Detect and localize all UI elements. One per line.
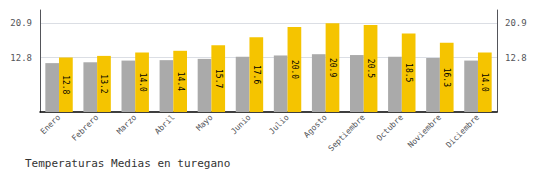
svg-text:Abril: Abril bbox=[153, 113, 176, 136]
svg-text:20.9: 20.9 bbox=[328, 58, 337, 77]
svg-text:13.2: 13.2 bbox=[99, 74, 108, 93]
svg-text:12.8: 12.8 bbox=[505, 53, 527, 63]
svg-text:17.6: 17.6 bbox=[252, 65, 261, 84]
svg-text:20.0: 20.0 bbox=[290, 60, 299, 79]
svg-text:Mayo: Mayo bbox=[195, 113, 215, 133]
svg-text:Temperaturas Medias en turegan: Temperaturas Medias en turegano bbox=[25, 157, 230, 170]
svg-text:15.7: 15.7 bbox=[214, 69, 223, 88]
svg-text:20.9: 20.9 bbox=[10, 18, 32, 28]
svg-text:16.3: 16.3 bbox=[442, 68, 451, 87]
svg-text:12.8: 12.8 bbox=[10, 53, 32, 63]
svg-text:Enero: Enero bbox=[39, 113, 62, 136]
svg-text:14.0: 14.0 bbox=[480, 73, 489, 92]
svg-text:Septiembre: Septiembre bbox=[327, 113, 367, 153]
svg-text:Diciembre: Diciembre bbox=[444, 113, 481, 150]
svg-text:Febrero: Febrero bbox=[70, 113, 100, 143]
svg-text:Junio: Junio bbox=[229, 113, 252, 136]
svg-text:Julio: Julio bbox=[267, 113, 290, 136]
svg-text:12.8: 12.8 bbox=[61, 75, 70, 94]
svg-text:20.9: 20.9 bbox=[505, 18, 527, 28]
svg-text:14.4: 14.4 bbox=[176, 72, 185, 91]
svg-text:Agosto: Agosto bbox=[302, 113, 329, 140]
svg-text:18.5: 18.5 bbox=[404, 63, 413, 82]
svg-text:Marzo: Marzo bbox=[115, 113, 138, 136]
svg-text:20.5: 20.5 bbox=[366, 59, 375, 78]
svg-text:Octubre: Octubre bbox=[375, 113, 405, 143]
svg-text:14.0: 14.0 bbox=[138, 73, 147, 92]
svg-text:Noviembre: Noviembre bbox=[406, 113, 443, 150]
